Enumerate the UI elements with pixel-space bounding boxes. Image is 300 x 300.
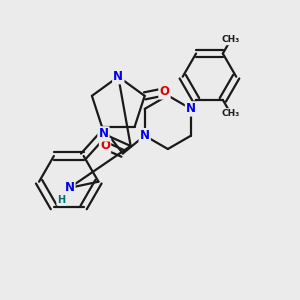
Text: CH₃: CH₃ <box>222 35 240 44</box>
Text: O: O <box>100 139 110 152</box>
Text: N: N <box>64 182 74 194</box>
Text: N: N <box>186 102 196 116</box>
Text: O: O <box>160 85 170 98</box>
Text: N: N <box>140 129 150 142</box>
Text: N: N <box>113 70 123 83</box>
Text: CH₃: CH₃ <box>222 109 240 118</box>
Text: N: N <box>98 128 109 140</box>
Text: H: H <box>57 195 65 205</box>
